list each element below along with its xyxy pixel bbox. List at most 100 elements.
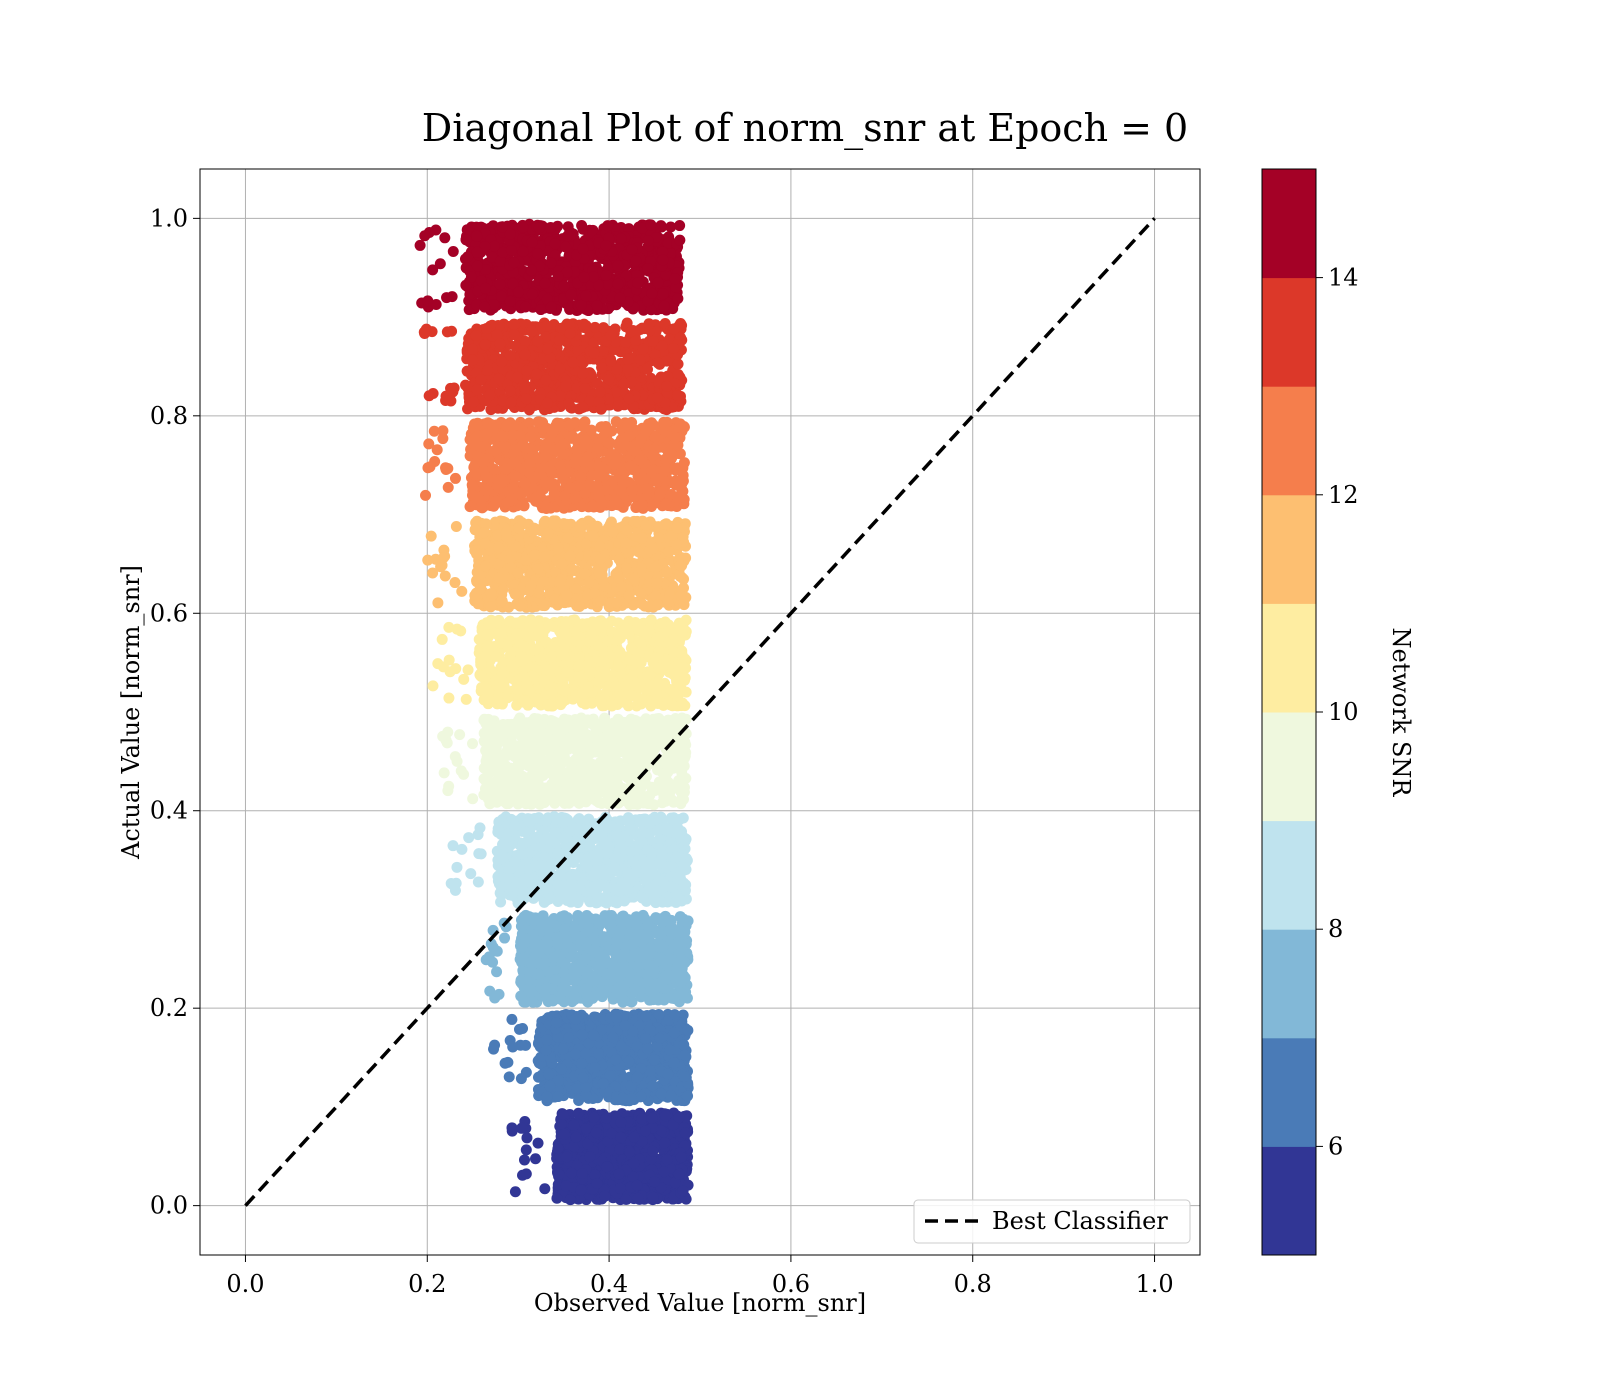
scatter-point bbox=[653, 1008, 665, 1020]
scatter-point bbox=[503, 1071, 515, 1083]
scatter-point bbox=[550, 1017, 562, 1029]
scatter-point bbox=[541, 1034, 553, 1046]
scatter-point bbox=[533, 1037, 545, 1049]
scatter-point bbox=[487, 941, 499, 953]
scatter-point bbox=[599, 1190, 611, 1202]
scatter-point bbox=[529, 813, 541, 825]
scatter-point bbox=[664, 1044, 676, 1056]
scatter-point bbox=[590, 936, 602, 948]
scatter-point bbox=[610, 1054, 622, 1066]
scatter-point bbox=[599, 767, 611, 779]
scatter-point bbox=[570, 1048, 582, 1060]
scatter-point bbox=[669, 1177, 681, 1189]
scatter-point bbox=[650, 978, 662, 990]
scatter-point bbox=[506, 1125, 518, 1137]
scatter-point bbox=[628, 1157, 640, 1169]
scatter-point bbox=[525, 956, 537, 968]
scatter-point bbox=[623, 764, 635, 776]
scatter-point bbox=[572, 774, 584, 786]
scatter-point bbox=[560, 832, 572, 844]
scatter-point bbox=[443, 780, 455, 792]
scatter-point bbox=[565, 1167, 577, 1179]
scatter-point bbox=[489, 992, 501, 1004]
scatter-point bbox=[467, 793, 479, 805]
scatter-point bbox=[654, 1032, 666, 1044]
scatter-point bbox=[563, 1032, 575, 1044]
scatter-point bbox=[451, 755, 463, 767]
scatter-point bbox=[572, 1107, 584, 1119]
scatter-point bbox=[588, 1111, 600, 1123]
scatter-point bbox=[531, 832, 543, 844]
scatter-point bbox=[602, 1136, 614, 1148]
scatter-point bbox=[593, 797, 605, 809]
scatter-point bbox=[626, 938, 638, 950]
scatter-point bbox=[544, 893, 556, 905]
scatter-point bbox=[509, 820, 521, 832]
scatter-point bbox=[632, 794, 644, 806]
scatter-point bbox=[629, 983, 641, 995]
scatter-point bbox=[577, 954, 589, 966]
scatter-point bbox=[655, 1125, 667, 1137]
scatter-point bbox=[581, 735, 593, 747]
scatter-point bbox=[594, 918, 606, 930]
scatter-point bbox=[529, 860, 541, 872]
scatter-point bbox=[556, 983, 568, 995]
scatter-point bbox=[559, 892, 571, 904]
scatter-point bbox=[600, 1112, 612, 1124]
scatter-point bbox=[629, 867, 641, 879]
scatter-point bbox=[568, 966, 580, 978]
scatter-point bbox=[467, 738, 479, 750]
scatter-point bbox=[621, 748, 633, 760]
scatter-point bbox=[572, 909, 584, 921]
scatter-point bbox=[613, 971, 625, 983]
scatter-point bbox=[474, 822, 486, 834]
scatter-point bbox=[605, 958, 617, 970]
scatter-point bbox=[580, 1048, 592, 1060]
scatter-point bbox=[449, 884, 461, 896]
scatter-point bbox=[625, 845, 637, 857]
scatter-point bbox=[588, 1029, 600, 1041]
scatter-point bbox=[647, 1080, 659, 1092]
scatter-point bbox=[506, 1013, 518, 1025]
scatter-point bbox=[552, 1091, 564, 1103]
scatter-point bbox=[570, 1013, 582, 1025]
scatter-point bbox=[541, 1091, 553, 1103]
scatter-point bbox=[663, 792, 675, 804]
scatter-point bbox=[593, 1048, 605, 1060]
scatter-point bbox=[659, 1137, 671, 1149]
scatter-point bbox=[509, 1186, 521, 1198]
scatter-point bbox=[679, 1049, 691, 1061]
scatter-point bbox=[451, 861, 463, 873]
scatter-point bbox=[584, 912, 596, 924]
scatter-point bbox=[520, 1039, 532, 1051]
scatter-point bbox=[532, 772, 544, 784]
scatter-point bbox=[600, 896, 612, 908]
scatter-point bbox=[527, 996, 539, 1008]
scatter-point bbox=[619, 1020, 631, 1032]
scatter-point bbox=[636, 752, 648, 764]
scatter-point bbox=[632, 1192, 644, 1204]
scatter-point bbox=[519, 826, 531, 838]
scatter-point bbox=[596, 1024, 608, 1036]
scatter-point bbox=[520, 1066, 532, 1078]
scatter-point bbox=[517, 838, 529, 850]
scatter-point bbox=[546, 994, 558, 1006]
scatter-point bbox=[665, 881, 677, 893]
scatter-point bbox=[482, 722, 494, 734]
scatter-point bbox=[568, 1119, 580, 1131]
scatter-point bbox=[592, 724, 604, 736]
scatter-point bbox=[503, 872, 515, 884]
scatter-point bbox=[614, 1143, 626, 1155]
scatter-point bbox=[648, 1054, 660, 1066]
scatter-point bbox=[532, 1137, 544, 1149]
scatter-point bbox=[571, 1082, 583, 1094]
scatter-point bbox=[635, 1091, 647, 1103]
scatter-point bbox=[643, 827, 655, 839]
scatter-point bbox=[571, 744, 583, 756]
scatter-point bbox=[543, 966, 555, 978]
scatter-point bbox=[604, 1070, 616, 1082]
scatter-point bbox=[639, 1125, 651, 1137]
scatter-point bbox=[675, 1151, 687, 1163]
scatter-point bbox=[589, 1062, 601, 1074]
scatter-point bbox=[555, 1118, 567, 1130]
